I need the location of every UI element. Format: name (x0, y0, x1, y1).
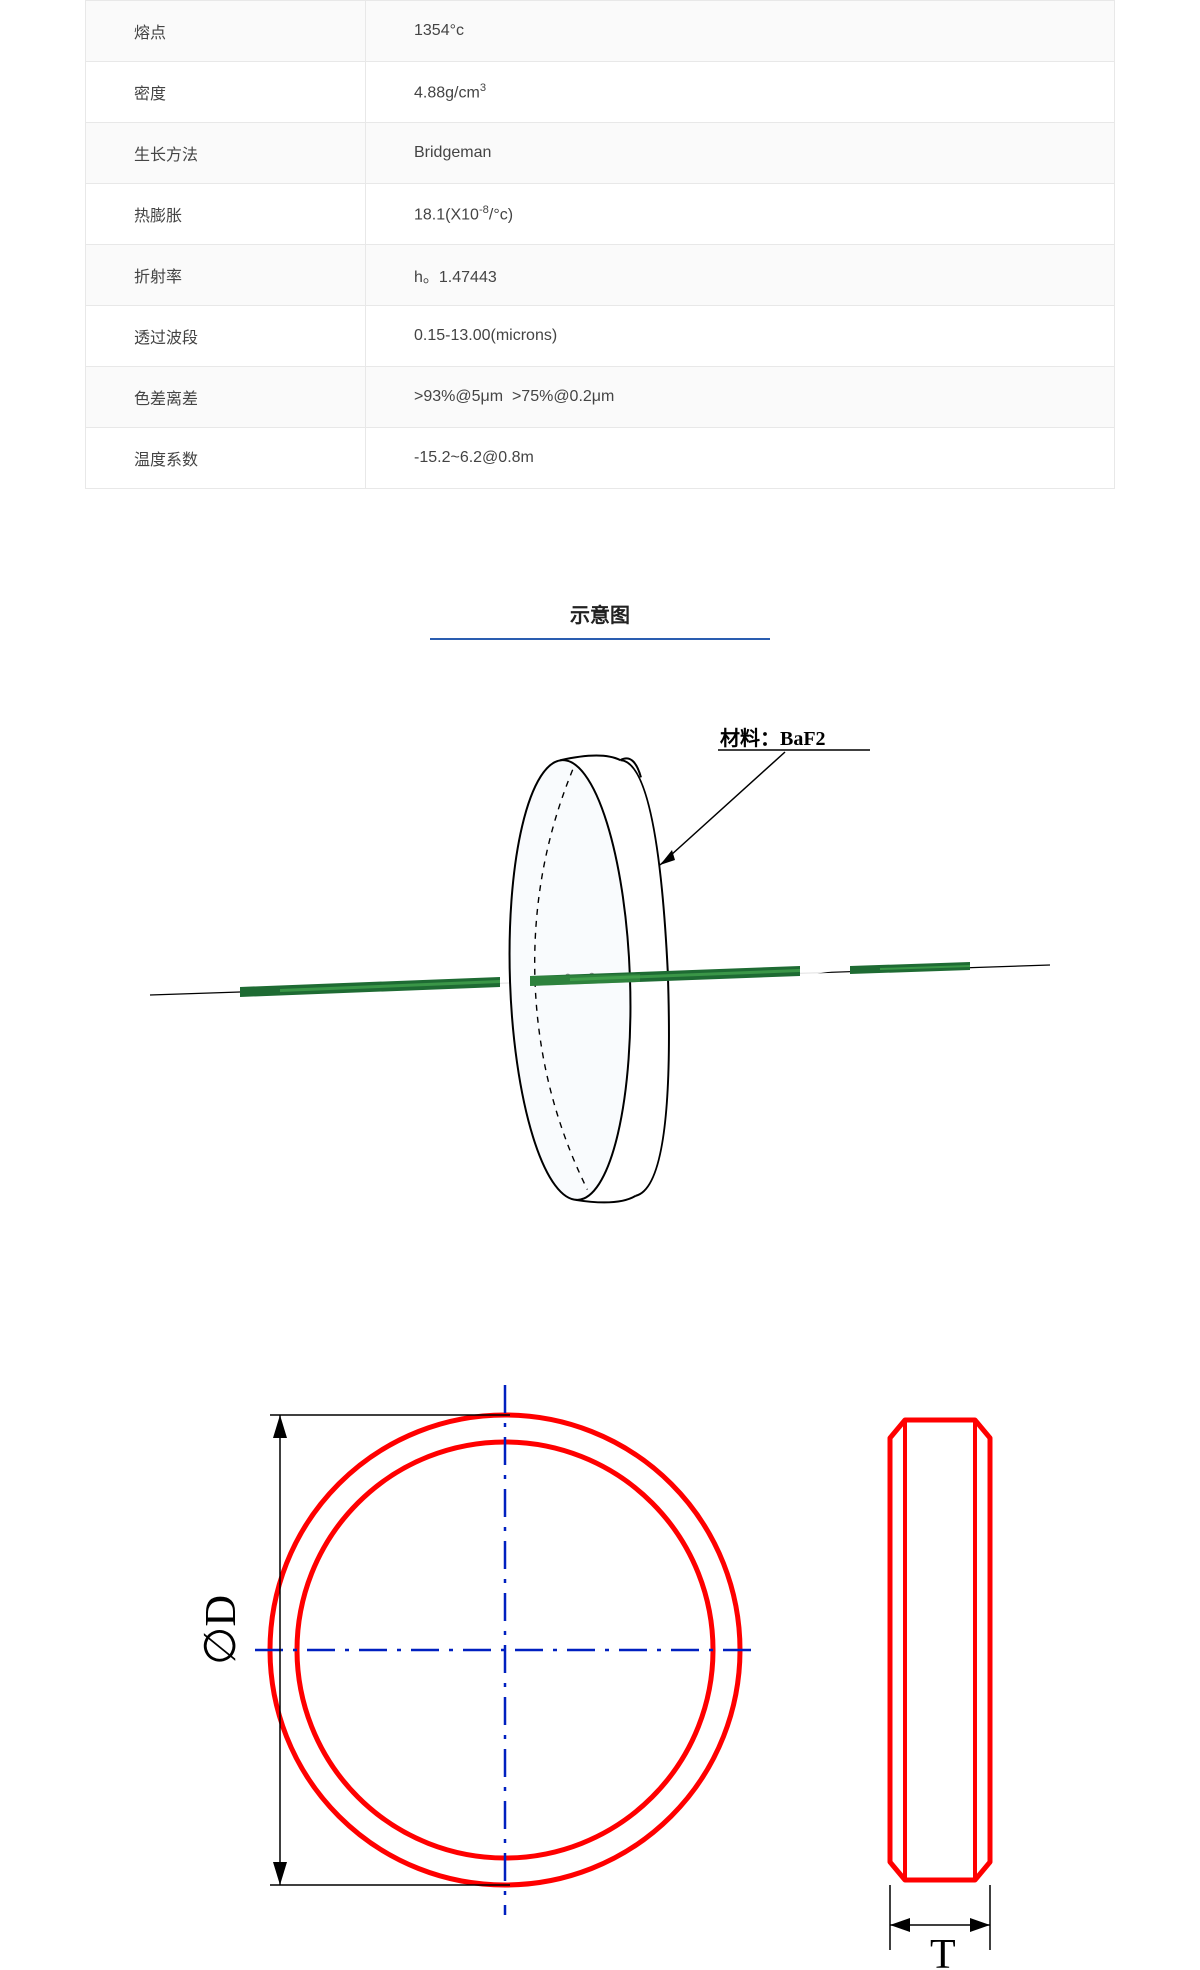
spec-label: 透过波段 (86, 306, 366, 367)
material-label-text: 材料：BaF2 (720, 727, 826, 750)
section-title: 示意图 (430, 599, 770, 640)
table-row: 生长方法Bridgeman (86, 123, 1115, 184)
table-row: 熔点1354°c (86, 1, 1115, 62)
spec-value: 18.1(X10-8/°c) (366, 184, 1115, 245)
spec-value: Bridgeman (366, 123, 1115, 184)
spec-table-body: 熔点1354°c密度4.88g/cm3生长方法Bridgeman热膨胀18.1(… (86, 1, 1115, 489)
spec-label: 生长方法 (86, 123, 366, 184)
spec-label: 熔点 (86, 1, 366, 62)
table-row: 透过波段0.15-13.00(microns) (86, 306, 1115, 367)
table-row: 热膨胀18.1(X10-8/°c) (86, 184, 1115, 245)
spec-table: 熔点1354°c密度4.88g/cm3生长方法Bridgeman热膨胀18.1(… (85, 0, 1115, 489)
spec-value: 1354°c (366, 1, 1115, 62)
table-row: 折射率h。1.47443 (86, 245, 1115, 306)
spec-value: h。1.47443 (366, 245, 1115, 306)
side-view: T (890, 1420, 990, 1970)
diameter-label: ∅D (196, 1595, 245, 1665)
table-row: 密度4.88g/cm3 (86, 62, 1115, 123)
spec-label: 密度 (86, 62, 366, 123)
spec-value: >93%@5μm >75%@0.2μm (366, 367, 1115, 428)
spec-value: 4.88g/cm3 (366, 62, 1115, 123)
diagram-dimensions: ∅D T (85, 1350, 1115, 1970)
dimension-diagram-svg: ∅D T (100, 1350, 1100, 1970)
section-title-wrap: 示意图 (85, 599, 1115, 640)
lens-diagram-svg: 材料：BaF2 (100, 690, 1100, 1250)
material-callout: 材料：BaF2 (660, 727, 870, 865)
table-row: 色差离差>93%@5μm >75%@0.2μm (86, 367, 1115, 428)
spec-label: 色差离差 (86, 367, 366, 428)
spec-label: 温度系数 (86, 428, 366, 489)
spec-value: -15.2~6.2@0.8m (366, 428, 1115, 489)
thickness-label: T (930, 1932, 956, 1970)
table-row: 温度系数-15.2~6.2@0.8m (86, 428, 1115, 489)
diagram-lens: 材料：BaF2 (85, 690, 1115, 1250)
spec-label: 折射率 (86, 245, 366, 306)
spec-label: 热膨胀 (86, 184, 366, 245)
front-view: ∅D (196, 1385, 755, 1915)
spec-value: 0.15-13.00(microns) (366, 306, 1115, 367)
